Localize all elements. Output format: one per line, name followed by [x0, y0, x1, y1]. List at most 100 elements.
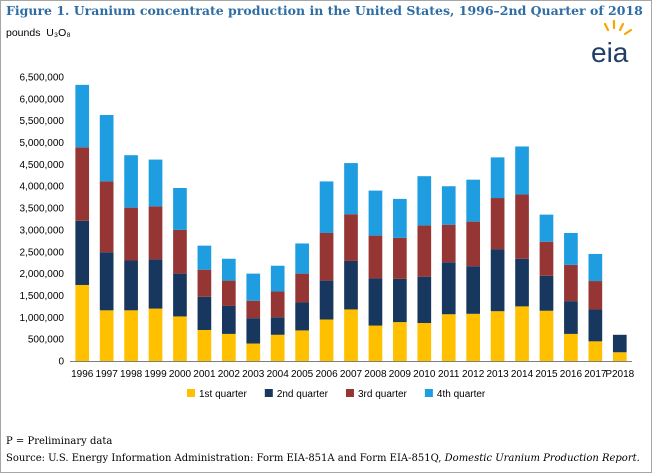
bar-segment: [539, 275, 554, 311]
bar-segment: [319, 280, 334, 320]
x-axis: 1996 1997 1998 1999 2000 2001 2002 2003 2004 2005…: [70, 361, 635, 380]
units-formula: U₃O₈: [46, 27, 71, 39]
bar-segment: [221, 258, 236, 281]
eia-logo: eia: [591, 20, 633, 68]
bar-segment: [246, 343, 261, 361]
bar-segment: [319, 232, 334, 281]
bar-segment: [319, 319, 334, 361]
footnote-preliminary: P = Preliminary data: [6, 436, 113, 447]
bar-segment: [75, 147, 90, 221]
x-tick-label: 2012: [462, 369, 485, 380]
bar-segment: [515, 258, 529, 307]
bar-segment: [564, 232, 578, 265]
bar-segment: [466, 266, 481, 314]
bar-segment: [612, 334, 627, 353]
bar-segment: [490, 249, 505, 312]
x-tick-label: 2002: [218, 369, 241, 380]
x-tick-label: 2011: [438, 369, 460, 380]
bar-segment: [441, 314, 456, 361]
y-axis: 0 500,000 1,000,000 1,500,000 2,000,000 2,500…: [20, 73, 65, 368]
bar-segment: [173, 316, 187, 361]
x-tick-label: 1996: [71, 369, 94, 380]
x-tick-label: 2008: [364, 369, 387, 380]
bar-segment: [344, 163, 358, 215]
bar-segment: [344, 214, 358, 261]
bar-segment: [490, 311, 505, 361]
y-tick-label: 5,000,000: [20, 138, 65, 149]
units-label: pounds U₃O₈: [6, 27, 71, 39]
bar-segment: [441, 262, 456, 315]
source-prefix: Source: U.S. Energy Information Administ…: [6, 453, 445, 464]
y-tick-label: 2,000,000: [20, 269, 65, 280]
bar-segment: [99, 310, 114, 361]
x-tick-label: 2006: [315, 369, 338, 380]
bar-segment: [515, 194, 529, 259]
y-tick-label: 3,000,000: [20, 225, 65, 236]
bar-segment: [99, 252, 114, 311]
bar-segment: [75, 284, 90, 361]
x-tick-label: 1998: [120, 369, 143, 380]
bar-segment: [295, 330, 309, 361]
bar-segment: [295, 243, 309, 274]
bar-segment: [466, 179, 481, 222]
x-tick-label: P2018: [605, 369, 634, 380]
y-tick-label: 5,500,000: [20, 116, 65, 127]
bar-segment: [539, 241, 554, 276]
bar-segment: [99, 181, 114, 253]
y-tick-label: 0: [58, 357, 64, 368]
bar-segment: [221, 280, 236, 306]
bar-segment: [148, 308, 163, 361]
x-tick-label: 2013: [486, 369, 509, 380]
bar-segment: [515, 146, 529, 195]
x-tick-label: 1997: [96, 369, 119, 380]
bar-segment: [295, 273, 309, 303]
legend-label: 1st quarter: [199, 389, 247, 400]
bar-segment: [588, 253, 603, 282]
bar-segment: [246, 273, 261, 301]
bar-segment: [197, 269, 212, 297]
x-tick-label: 2001: [193, 369, 216, 380]
legend-label: 4th quarter: [437, 389, 486, 400]
bar-segment: [295, 302, 309, 331]
bar-segment: [441, 224, 456, 263]
bar-segment: [588, 341, 603, 361]
x-tick-label: 2005: [291, 369, 314, 380]
bar-segment: [197, 296, 212, 330]
bar-segment: [124, 260, 138, 311]
bar-segment: [564, 264, 578, 302]
bar-segment: [515, 306, 529, 361]
bar-segment: [246, 318, 261, 344]
bar-segment: [564, 301, 578, 334]
bar-segment: [417, 225, 432, 277]
bar-segment: [75, 84, 90, 148]
logo-rays: [603, 20, 633, 36]
bar-segment: [393, 322, 407, 361]
bar-segment: [99, 115, 114, 182]
bar-segment: [539, 214, 554, 242]
x-tick-label: 2007: [340, 369, 363, 380]
bar-segment: [344, 260, 358, 310]
bar-segment: [270, 291, 285, 318]
bar-segment: [221, 333, 236, 361]
bar-segment: [368, 278, 383, 326]
bar-segment: [148, 159, 163, 207]
bar-segment: [124, 207, 138, 261]
y-tick-label: 3,500,000: [20, 204, 65, 215]
bar-segment: [588, 281, 603, 310]
bar-segment: [246, 300, 261, 319]
y-tick-label: 2,500,000: [20, 247, 65, 258]
x-tick-label: 1999: [144, 369, 167, 380]
bar-segment: [124, 310, 138, 361]
bar-segment: [148, 259, 163, 309]
y-tick-label: 4,500,000: [20, 160, 65, 171]
stacked-bar-chart: 0 500,000 1,000,000 1,500,000 2,000,000 2,500…: [20, 73, 635, 401]
bar-segment: [490, 198, 505, 250]
bar-segment: [393, 278, 407, 323]
bar-segment: [319, 181, 334, 233]
bar-segment: [148, 206, 163, 260]
source-note: Source: U.S. Energy Information Administ…: [6, 453, 640, 464]
legend-label: 2nd quarter: [277, 389, 329, 400]
bar-segment: [270, 334, 285, 361]
bar-segment: [368, 190, 383, 236]
bar-segment: [393, 198, 407, 238]
